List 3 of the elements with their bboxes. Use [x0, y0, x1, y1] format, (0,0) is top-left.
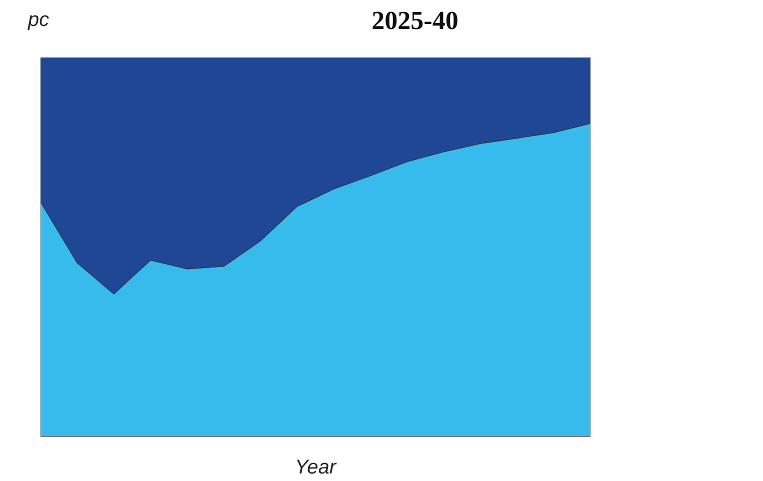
y-axis-title: pc	[28, 8, 50, 33]
x-axis-title: Year	[294, 456, 338, 478]
chart-title: 2025-40	[370, 5, 460, 37]
